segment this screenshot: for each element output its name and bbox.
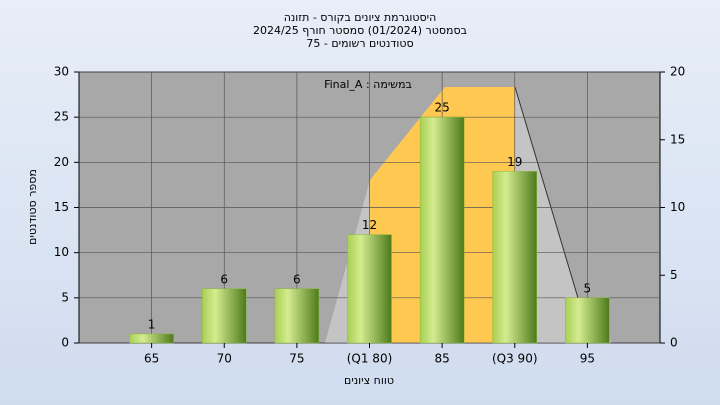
y2-tick-label: 0 <box>670 336 678 350</box>
annotation: Final_A : במשימה <box>324 78 412 91</box>
data-label: 6 <box>293 272 301 286</box>
chart-title: היסטוגרמת ציונים בקורס - תזונה <box>284 11 437 24</box>
x-tick-label: 95 <box>580 352 595 366</box>
x-tick-label: 65 <box>144 352 159 366</box>
data-label: 6 <box>220 272 228 286</box>
bar <box>347 234 392 344</box>
data-label: 5 <box>584 281 592 295</box>
data-label: 12 <box>362 218 377 232</box>
x-tick-label: (Q1 80) <box>347 352 393 366</box>
data-label: 19 <box>507 155 522 169</box>
data-label: 25 <box>434 101 449 115</box>
y-tick-label: 20 <box>54 155 69 169</box>
x-tick-label: (Q3 90) <box>492 352 538 366</box>
y-tick-label: 10 <box>54 245 69 259</box>
bar <box>129 333 174 344</box>
chart-subtitle: בסמסטר (01/2024) סמסטר חורף 2024/25 <box>253 24 467 37</box>
x-axis-label: טווח ציונים <box>344 374 394 387</box>
y-tick-label: 25 <box>54 110 69 124</box>
bar <box>492 171 537 344</box>
x-tick-label: 70 <box>217 352 232 366</box>
bar <box>202 288 247 344</box>
y2-tick-label: 20 <box>670 65 685 79</box>
chart-subtitle: סטודנטים רשומים - 75 <box>306 37 413 50</box>
bar <box>565 297 610 344</box>
y2-tick-label: 5 <box>670 268 678 282</box>
y2-tick-label: 10 <box>670 200 685 214</box>
y-axis-label: מספר סטודנטים <box>26 169 39 245</box>
shape-edge <box>514 86 579 299</box>
data-label: 1 <box>148 317 156 331</box>
y-tick-label: 15 <box>54 200 69 214</box>
y2-tick-label: 15 <box>670 132 685 146</box>
y-tick-label: 30 <box>54 65 69 79</box>
y-tick-label: 5 <box>61 290 69 304</box>
x-tick-label: 75 <box>289 352 304 366</box>
y-tick-label: 0 <box>61 336 69 350</box>
bar <box>274 288 320 344</box>
x-tick-label: 85 <box>434 352 449 366</box>
bar <box>419 116 465 344</box>
